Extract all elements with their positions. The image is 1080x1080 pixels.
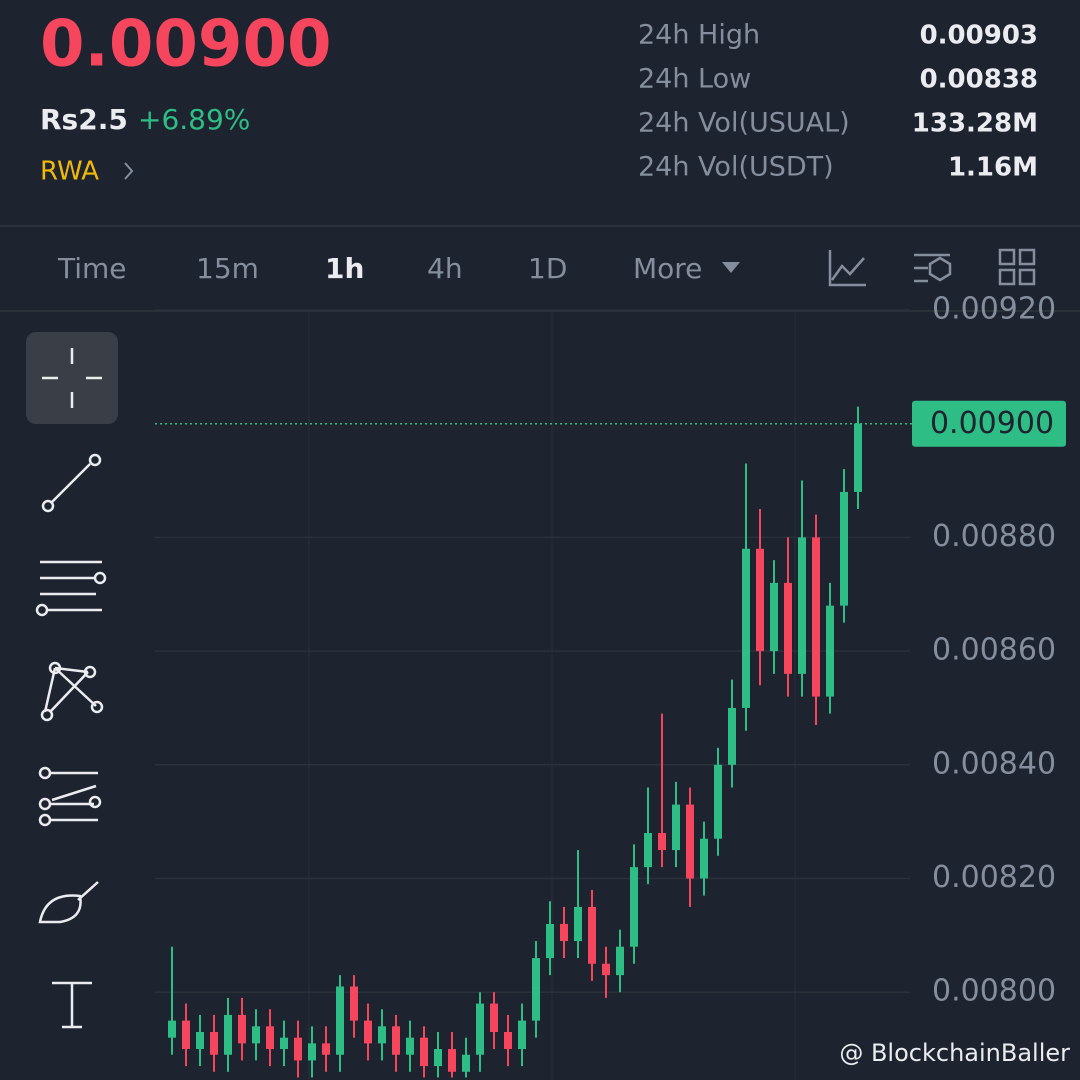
tab[interactable]: 15m [196, 252, 259, 285]
candle-body [238, 1014, 246, 1044]
candle-body [672, 804, 680, 851]
candle-body [630, 867, 638, 947]
candle-body [700, 838, 708, 879]
candle-body [854, 423, 862, 492]
candle-body [378, 1026, 386, 1044]
candle-body [616, 946, 624, 976]
candle-body [714, 764, 722, 839]
candle-body [266, 1026, 274, 1050]
candle-body [826, 605, 834, 697]
candle-body [756, 548, 764, 652]
candle-body [420, 1037, 428, 1067]
candle-body [280, 1037, 288, 1050]
candle-body [784, 582, 792, 674]
candle-body [602, 963, 610, 976]
candle-body [168, 1020, 176, 1038]
candle-body [476, 1003, 484, 1055]
stat-value: 1.16M [948, 153, 1038, 183]
candle-body [294, 1037, 302, 1061]
change: +6.89% [138, 103, 250, 136]
candle-body [406, 1037, 414, 1055]
candle-body [644, 833, 652, 868]
toolbar-icons [828, 248, 1036, 287]
y-tick-label: 0.00880 [932, 519, 1056, 554]
fiat-price: Rs2.5 [40, 103, 128, 136]
stat-label: 24h Low [638, 64, 751, 95]
candle-body [448, 1049, 456, 1072]
candle-body [588, 906, 596, 964]
candle-body [812, 537, 820, 697]
chevron [124, 162, 134, 180]
stats: 24h High 0.00903 24h Low 0.00838 24h Vol(USU… [638, 20, 1038, 183]
candle-body [462, 1054, 470, 1072]
candle-body [532, 958, 540, 1021]
candle-body [434, 1049, 442, 1067]
tab[interactable]: 4h [427, 252, 463, 285]
candle-body [196, 1031, 204, 1050]
candle-body [546, 923, 554, 959]
candle-body [574, 906, 582, 942]
candle-body [210, 1031, 218, 1055]
candle-body [742, 548, 750, 708]
candle-body [182, 1020, 190, 1050]
candle-body [364, 1020, 372, 1044]
tab[interactable]: 1h [325, 252, 364, 285]
candle-body [560, 923, 568, 942]
tab[interactable]: Time [57, 252, 127, 285]
tag[interactable]: RWA [40, 157, 99, 187]
stat-value: 0.00838 [920, 65, 1038, 95]
last-price-label: 0.00900 [930, 406, 1054, 441]
candle-body [224, 1014, 232, 1055]
candle-body [518, 1020, 526, 1050]
candle-body [308, 1043, 316, 1061]
price: 0.00900 [40, 8, 332, 82]
candle-body [728, 707, 736, 765]
tabs: Time 15m 1h 4h 1D More [57, 252, 702, 285]
y-tick-label: 0.00860 [932, 633, 1056, 668]
plot: 0.00800 0.00820 0.00840 0.00860 0.00880 0.009… [155, 292, 1066, 1080]
candle-body [686, 804, 694, 879]
stat-label: 24h Vol(USDT) [638, 152, 834, 183]
candle-body [490, 1003, 498, 1032]
stat-label: 24h Vol(USUAL) [638, 108, 850, 139]
candle-body [336, 986, 344, 1055]
y-tick-label: 0.00840 [932, 746, 1056, 781]
crosshair-tool[interactable] [26, 332, 118, 424]
candle-body [252, 1026, 260, 1044]
candle-body [840, 491, 848, 606]
candle-body [798, 537, 806, 674]
watermark: @ BlockchainBaller [839, 1039, 1070, 1067]
stat-value: 133.28M [912, 109, 1038, 139]
y-tick-label: 0.00800 [932, 974, 1056, 1009]
stat-value: 0.00903 [920, 21, 1038, 51]
last-price-tag [912, 400, 1066, 447]
candle-body [322, 1043, 330, 1055]
candle-body [658, 833, 666, 851]
stat-label: 24h High [638, 20, 760, 51]
candle-body [392, 1026, 400, 1055]
candle-body [350, 986, 358, 1021]
dropdown-arrow [722, 262, 740, 273]
y-tick-label: 0.00820 [932, 860, 1056, 895]
y-tick-label: 0.00920 [932, 292, 1056, 327]
candle-body [770, 582, 778, 652]
candle-body [504, 1031, 512, 1050]
drawing-tools [35, 348, 107, 1029]
tab[interactable]: More [633, 252, 702, 285]
tab[interactable]: 1D [528, 252, 567, 285]
